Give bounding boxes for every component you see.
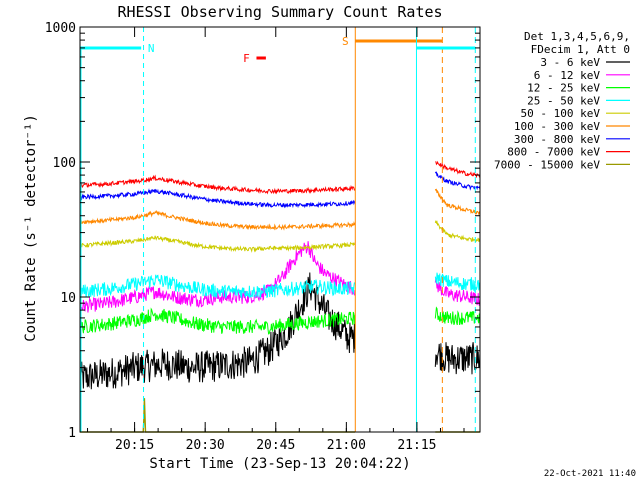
axes: 1 10 100 1000 20:15 20:30 20:45 21:00 21:15 bbox=[45, 21, 481, 453]
legend-label: 100 - 300 keV bbox=[514, 120, 600, 133]
legend-label: 7000 - 15000 keV bbox=[494, 158, 600, 171]
annotation-label-N: N bbox=[148, 42, 155, 55]
y-tick-label: 100 bbox=[53, 156, 76, 171]
series-800-7000-kev-line bbox=[79, 174, 356, 195]
legend-label: 50 - 100 keV bbox=[521, 107, 601, 120]
plot-frame bbox=[79, 26, 481, 433]
legend-label: 6 - 12 keV bbox=[534, 69, 601, 82]
series-800-7000-kev-line bbox=[435, 160, 481, 179]
y-tick-label: 1 bbox=[68, 426, 76, 441]
annotation-label-F: F bbox=[243, 52, 250, 65]
x-tick-label: 20:15 bbox=[115, 438, 154, 453]
chart-title: RHESSI Observing Summary Count Rates bbox=[117, 3, 442, 21]
series-300-800-kev-line bbox=[79, 188, 356, 209]
series-100-300-kev-line bbox=[79, 209, 356, 231]
series-12-25-kev-line bbox=[79, 307, 356, 335]
legend-header: FDecim 1, Att 0 bbox=[531, 43, 630, 56]
legend-label: 3 - 6 keV bbox=[540, 56, 600, 69]
series-3-6-kev-line bbox=[79, 272, 356, 390]
y-tick-label: 1000 bbox=[45, 21, 76, 36]
x-tick-label: 20:45 bbox=[256, 438, 295, 453]
series-6-12-kev-line bbox=[79, 241, 356, 313]
x-tick-label: 21:15 bbox=[397, 438, 436, 453]
footer-date: 22-Oct-2021 11:40 bbox=[544, 469, 636, 479]
legend-label: 25 - 50 keV bbox=[527, 94, 600, 107]
legend-label: 800 - 7000 keV bbox=[507, 146, 600, 159]
x-tick-label: 21:00 bbox=[327, 438, 366, 453]
series-6-12-kev-line bbox=[434, 277, 481, 306]
series-7000-15000-kev-line bbox=[80, 398, 355, 433]
series-25-50-kev-line bbox=[434, 272, 481, 293]
x-tick-label: 20:30 bbox=[186, 438, 225, 453]
y-tick-label: 10 bbox=[60, 291, 76, 306]
annotation-label-S: S bbox=[342, 35, 349, 48]
legend: Det 1,3,4,5,6,9,FDecim 1, Att 03 - 6 keV… bbox=[494, 30, 630, 171]
legend-label: 300 - 800 keV bbox=[514, 133, 600, 146]
plot-area: N F S bbox=[79, 27, 481, 433]
legend-label: 12 - 25 keV bbox=[527, 82, 600, 95]
series-25-50-kev-line bbox=[79, 274, 356, 299]
series-50-100-kev-line bbox=[79, 235, 356, 253]
y-axis-label: Count Rate (s⁻¹ detector⁻¹) bbox=[23, 114, 39, 342]
legend-header: Det 1,3,4,5,6,9, bbox=[524, 30, 630, 43]
x-axis-label: Start Time (23-Sep-13 20:04:22) bbox=[149, 456, 410, 472]
